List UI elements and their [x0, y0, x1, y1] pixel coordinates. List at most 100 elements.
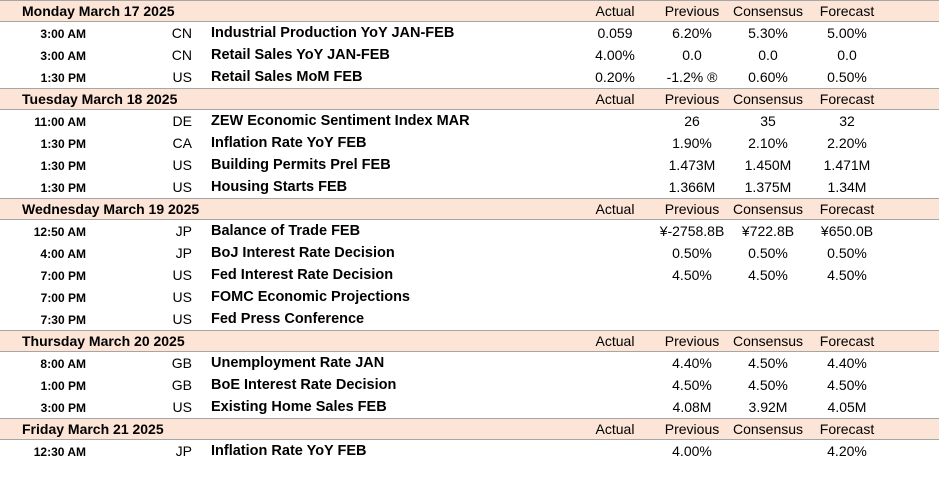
day-header: Monday March 17 2025 Actual Previous Consen…: [0, 0, 939, 22]
event-name[interactable]: BoE Interest Rate Decision: [211, 377, 397, 393]
col-forecast-header: Forecast: [819, 3, 875, 19]
event-row[interactable]: 4:00 AM JP BoJ Interest Rate Decision 0.50%…: [0, 242, 939, 264]
event-row[interactable]: 12:30 AM JP Inflation Rate YoY FEB 4.00% 4.2…: [0, 440, 939, 462]
event-time: 1:30 PM: [40, 137, 86, 151]
col-consensus-header: Consensus: [733, 3, 804, 19]
event-row[interactable]: 3:00 AM CN Retail Sales YoY JAN-FEB 4.00% 0.…: [0, 44, 939, 66]
day-date: Thursday March 20 2025: [22, 333, 185, 349]
event-previous: 4.50%: [672, 267, 712, 283]
event-forecast: 4.20%: [827, 443, 867, 459]
event-row[interactable]: 3:00 AM CN Industrial Production YoY JAN-F…: [0, 22, 939, 44]
event-name[interactable]: Housing Starts FEB: [211, 179, 348, 195]
event-row[interactable]: 12:50 AM JP Balance of Trade FEB ¥-2758.8B ¥…: [0, 220, 939, 242]
day-date: Friday March 21 2025: [22, 421, 164, 437]
event-row[interactable]: 7:30 PM US Fed Press Conference: [0, 308, 939, 330]
event-name[interactable]: Inflation Rate YoY FEB: [211, 135, 367, 151]
event-name[interactable]: Industrial Production YoY JAN-FEB: [211, 25, 455, 41]
event-row[interactable]: 1:00 PM GB BoE Interest Rate Decision 4.50%…: [0, 374, 939, 396]
event-name[interactable]: Inflation Rate YoY FEB: [211, 443, 367, 459]
event-consensus: 5.30%: [748, 25, 788, 41]
day-date: Monday March 17 2025: [22, 3, 175, 19]
event-forecast: 2.20%: [827, 135, 867, 151]
event-row[interactable]: 1:30 PM CA Inflation Rate YoY FEB 1.90% 2.10…: [0, 132, 939, 154]
event-time: 1:30 PM: [40, 159, 86, 173]
event-time: 8:00 AM: [40, 357, 86, 371]
event-row[interactable]: 1:30 PM US Retail Sales MoM FEB 0.20% -1.2% …: [0, 66, 939, 88]
col-consensus-header: Consensus: [733, 421, 804, 437]
event-row[interactable]: 3:00 PM US Existing Home Sales FEB 4.08M 3.9…: [0, 396, 939, 418]
col-actual-header: Actual: [595, 91, 635, 107]
event-row[interactable]: 7:00 PM US Fed Interest Rate Decision 4.50%…: [0, 264, 939, 286]
col-consensus-header: Consensus: [733, 201, 804, 217]
event-previous: ¥-2758.8B: [659, 223, 725, 239]
event-country: US: [172, 157, 192, 173]
day-header: Friday March 21 2025 Actual Previous Consen…: [0, 418, 939, 440]
event-name[interactable]: Unemployment Rate JAN: [211, 355, 385, 371]
event-row[interactable]: 1:30 PM US Building Permits Prel FEB 1.473M…: [0, 154, 939, 176]
event-time: 7:00 PM: [40, 291, 86, 305]
col-forecast-header: Forecast: [819, 333, 875, 349]
event-forecast: 0.50%: [827, 69, 867, 85]
day-header: Thursday March 20 2025 Actual Previous Cons…: [0, 330, 939, 352]
col-previous-header: Previous: [664, 91, 720, 107]
event-country: CN: [171, 25, 192, 41]
event-country: DE: [172, 113, 192, 129]
col-actual-header: Actual: [595, 333, 635, 349]
event-name[interactable]: Retail Sales MoM FEB: [211, 69, 363, 85]
event-time: 3:00 AM: [40, 49, 86, 63]
event-name[interactable]: Fed Interest Rate Decision: [211, 267, 394, 283]
event-time: 1:00 PM: [40, 379, 86, 393]
event-previous: 0.0: [682, 47, 702, 63]
day-date: Wednesday March 19 2025: [22, 201, 200, 217]
event-consensus: ¥722.8B: [741, 223, 795, 239]
event-row[interactable]: 7:00 PM US FOMC Economic Projections: [0, 286, 939, 308]
event-name[interactable]: Fed Press Conference: [211, 311, 365, 327]
event-actual: 0.059: [597, 25, 633, 41]
col-previous-header: Previous: [664, 3, 720, 19]
event-country: CN: [171, 47, 192, 63]
event-row[interactable]: 11:00 AM DE ZEW Economic Sentiment Index M…: [0, 110, 939, 132]
event-forecast: 0.50%: [827, 245, 867, 261]
event-country: JP: [175, 223, 192, 239]
event-time: 1:30 PM: [40, 181, 86, 195]
col-forecast-header: Forecast: [819, 91, 875, 107]
col-consensus-header: Consensus: [733, 333, 804, 349]
event-name[interactable]: FOMC Economic Projections: [211, 289, 410, 305]
day-date: Tuesday March 18 2025: [22, 91, 178, 107]
event-time: 11:00 AM: [34, 115, 86, 129]
col-previous-header: Previous: [664, 201, 720, 217]
col-forecast-header: Forecast: [819, 421, 875, 437]
event-row[interactable]: 1:30 PM US Housing Starts FEB 1.366M 1.375M 1…: [0, 176, 939, 198]
event-name[interactable]: Retail Sales YoY JAN-FEB: [211, 47, 390, 63]
event-actual: 4.00%: [595, 47, 635, 63]
event-name[interactable]: Building Permits Prel FEB: [211, 157, 391, 173]
col-actual-header: Actual: [595, 421, 635, 437]
event-consensus: 4.50%: [748, 377, 788, 393]
event-name[interactable]: Balance of Trade FEB: [211, 223, 361, 239]
event-forecast: 32: [839, 113, 855, 129]
event-country: US: [172, 179, 192, 195]
event-previous: 26: [684, 113, 700, 129]
event-consensus: 0.0: [758, 47, 778, 63]
event-previous: 1.473M: [668, 157, 716, 173]
event-row[interactable]: 8:00 AM GB Unemployment Rate JAN 4.40% 4.50%…: [0, 352, 939, 374]
event-time: 3:00 AM: [40, 27, 86, 41]
event-time: 7:00 PM: [40, 269, 86, 283]
event-consensus: 35: [760, 113, 776, 129]
event-time: 12:30 AM: [33, 445, 86, 459]
event-name[interactable]: Existing Home Sales FEB: [211, 399, 387, 415]
event-country: US: [172, 399, 192, 415]
event-consensus: 0.50%: [748, 245, 788, 261]
event-forecast: 1.34M: [827, 179, 867, 195]
event-previous: 4.08M: [672, 399, 712, 415]
event-previous: 4.40%: [672, 355, 712, 371]
event-country: JP: [175, 443, 192, 459]
event-forecast: 4.50%: [827, 377, 867, 393]
event-time: 4:00 AM: [40, 247, 86, 261]
event-name[interactable]: ZEW Economic Sentiment Index MAR: [211, 113, 470, 129]
event-consensus: 4.50%: [748, 267, 788, 283]
event-forecast: ¥650.0B: [820, 223, 874, 239]
event-time: 7:30 PM: [40, 313, 86, 327]
day-header: Wednesday March 19 2025 Actual Previous Con…: [0, 198, 939, 220]
event-name[interactable]: BoJ Interest Rate Decision: [211, 245, 395, 261]
